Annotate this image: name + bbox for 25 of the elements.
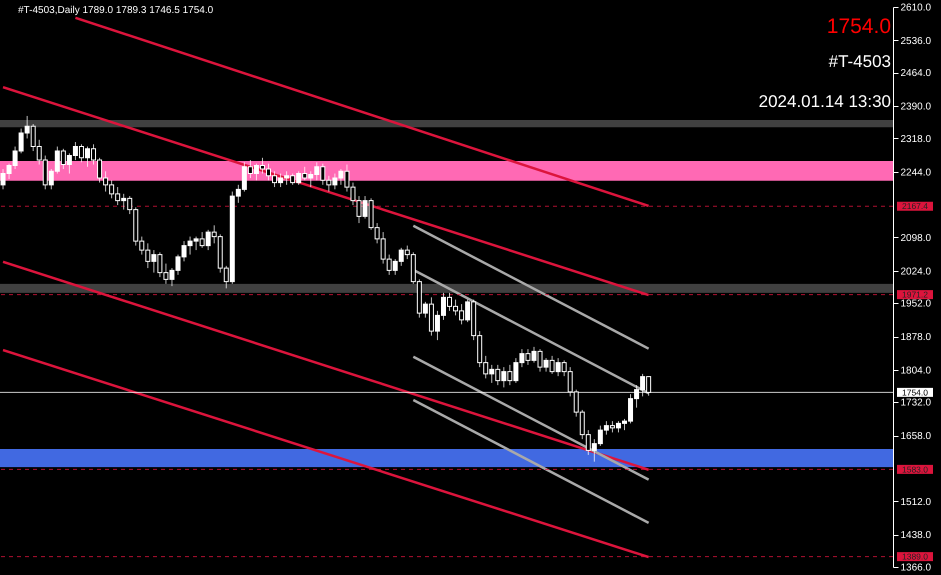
y-tick-label: 2390.0 <box>900 102 932 113</box>
y-tick-label: 1804.0 <box>900 365 932 376</box>
y-tick-label: 1658.0 <box>900 431 932 442</box>
y-tick-label: 1512.0 <box>900 496 932 508</box>
annotation: 2024.01.14 13:30 <box>758 92 891 111</box>
ref-line-label: 1389.0 <box>902 552 928 562</box>
y-tick-label: 1878.0 <box>900 332 932 344</box>
y-tick-label: 2610.0 <box>900 2 932 14</box>
ref-line-label: 1754.0 <box>902 387 928 398</box>
y-tick-label: 2318.0 <box>900 134 932 145</box>
y-tick-label: 1438.0 <box>900 530 932 542</box>
y-tick-label: 2244.0 <box>900 167 932 178</box>
y-tick-label: 2024.0 <box>900 266 932 278</box>
ref-line-label: 2167.4 <box>902 201 928 212</box>
y-tick-label: 1732.0 <box>900 398 932 409</box>
y-tick-label: 2536.0 <box>900 36 932 47</box>
ref-line-label: 1971.2 <box>902 290 928 300</box>
y-tick-label: 2464.0 <box>900 68 932 80</box>
y-tick-label: 1366.0 <box>900 562 932 574</box>
y-tick-label: 1952.0 <box>900 298 932 310</box>
annotation: #T-4503 <box>828 52 891 71</box>
chart-title: #T-4503,Daily 1789.0 1789.3 1746.5 1754.0 <box>18 5 214 16</box>
ref-line-label: 1583.0 <box>902 464 928 474</box>
y-tick-label: 2098.0 <box>900 232 932 244</box>
annotation: 1754.0 <box>826 15 891 38</box>
